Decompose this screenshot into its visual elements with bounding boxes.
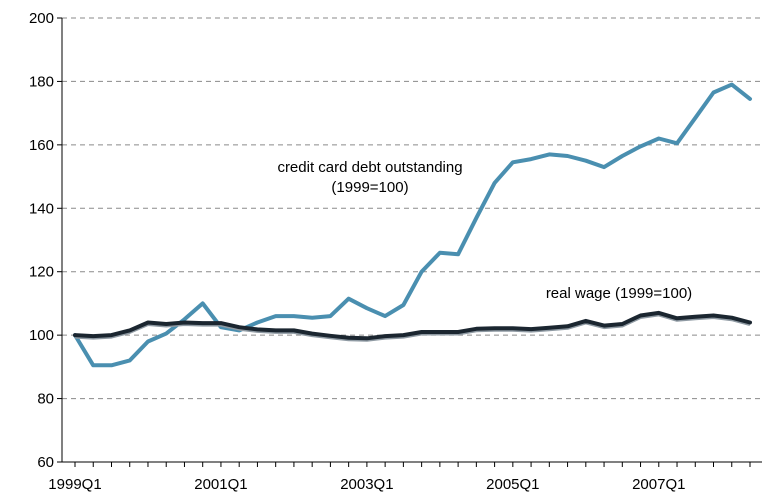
series-line-1: [73, 310, 752, 341]
tick-labels: 60 80 100 120 140 160 180 200 1999Q1 2001Q1 2003Q1…: [29, 10, 686, 493]
annotation-credit-line-1: credit card debt outstanding: [277, 159, 462, 176]
y-tick-label-60: 60: [37, 454, 54, 471]
annotation-wage: real wage (1999=100): [546, 285, 692, 302]
x-tick-label-2007Q1: 2007Q1: [632, 476, 685, 493]
y-tick-label-180: 180: [29, 73, 54, 90]
y-tick-label-140: 140: [29, 200, 54, 217]
axes: [57, 17, 762, 467]
x-tick-label-2003Q1: 2003Q1: [340, 476, 393, 493]
y-tick-label-160: 160: [29, 137, 54, 154]
x-tick-label-1999Q1: 1999Q1: [48, 476, 101, 493]
x-tick-label-2005Q1: 2005Q1: [486, 476, 539, 493]
annotations: credit card debt outstanding (1999=100) …: [277, 159, 692, 302]
annotation-credit-line-2: (1999=100): [331, 179, 408, 196]
y-tick-label-80: 80: [37, 391, 54, 408]
series-line-0: [73, 82, 752, 368]
y-tick-label-120: 120: [29, 264, 54, 281]
x-tick-label-2001Q1: 2001Q1: [194, 476, 247, 493]
y-tick-label-100: 100: [29, 327, 54, 344]
series-lines: [73, 82, 752, 368]
y-tick-label-200: 200: [29, 10, 54, 27]
gridlines: [62, 17, 762, 400]
